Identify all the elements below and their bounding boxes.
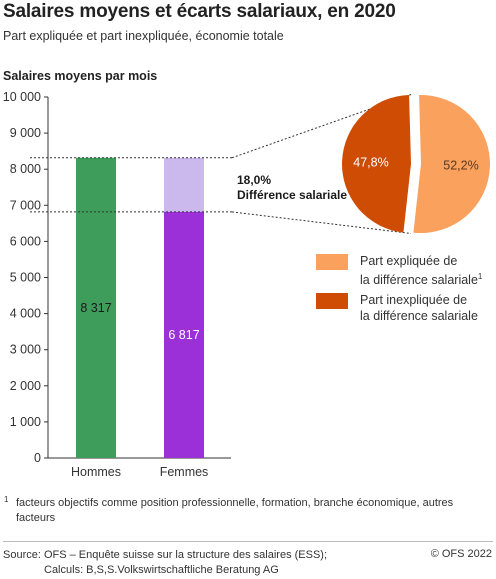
y-tick-label: 1 000 [10,415,41,429]
bar-femmes [164,211,204,458]
y-tick-label: 9 000 [10,126,41,140]
wage-gap-bar-segment [164,157,204,212]
y-tick-label: 8 000 [10,162,41,176]
chart-canvas: 0 1 000 2 000 3 000 4 000 5 000 6 000 7 000 8 00… [3,90,490,479]
y-tick-label: 10 000 [3,90,41,104]
legend-label-unexplained: Part inexpliquée de la différence salari… [360,292,496,324]
legend-footnote-marker: 1 [477,272,483,281]
legend-swatch-unexplained [316,293,348,309]
source-note: Source: OFS – Enquête suisse sur la stru… [3,548,327,578]
footer-divider [3,541,493,542]
legend-label-explained-line2: la différence salariale [360,273,478,288]
y-tick-label: 2 000 [10,379,41,393]
y-tick-label: 0 [34,451,41,465]
y-tick-label: 4 000 [10,307,41,321]
y-axis: 0 1 000 2 000 3 000 4 000 5 000 6 000 7 000 8 00… [3,90,231,465]
bar-value-label: 6 817 [168,328,199,342]
pie-slice-unexplained [341,95,411,233]
bar-series: 8 317 Hommes 6 817 Femmes [71,157,209,479]
y-tick-label: 6 000 [10,234,41,248]
y-tick-label: 7 000 [10,198,41,212]
chart-subtitle: Part expliquée et part inexpliquée, écon… [3,29,284,43]
source-line-2: Calculs: B,S,S.Volkswirtschaftliche Bera… [44,564,279,576]
legend-label-unexplained-line2: la différence salariale [360,309,478,323]
copyright: © OFS 2022 [430,548,492,560]
pie-slice-label: 52,2% [443,159,478,173]
footnote-marker: 1 [4,495,9,504]
x-category-label: Femmes [160,465,209,479]
legend-label-unexplained-line1: Part inexpliquée de [360,293,468,307]
chart-title: Salaires moyens et écarts salariaux, en … [3,1,396,22]
pie-slice-label: 47,8% [353,155,388,169]
source-line-1: Source: OFS – Enquête suisse sur la stru… [3,549,328,561]
bar-hommes [76,157,116,459]
difference-value: 18,0% [237,173,271,187]
legend-label-explained: Part expliquée de la différence salarial… [360,253,496,288]
legend-label-explained-line1: Part expliquée de [360,254,458,268]
connector-lines [30,94,412,234]
footnote: 1 facteurs objectifs comme position prof… [4,495,456,526]
difference-label: Différence salariale [237,188,347,202]
y-tick-label: 3 000 [10,343,41,357]
pie-chart: 52,2% 47,8% [341,95,490,233]
y-tick-label: 5 000 [10,271,41,285]
x-category-label: Hommes [71,465,121,479]
legend-swatch-explained [316,254,348,270]
pie-slice-explained [413,95,490,233]
footnote-text: facteurs objectifs comme position profes… [16,497,454,524]
bar-value-label: 8 317 [80,301,111,315]
y-axis-label: Salaires moyens par mois [3,69,158,83]
